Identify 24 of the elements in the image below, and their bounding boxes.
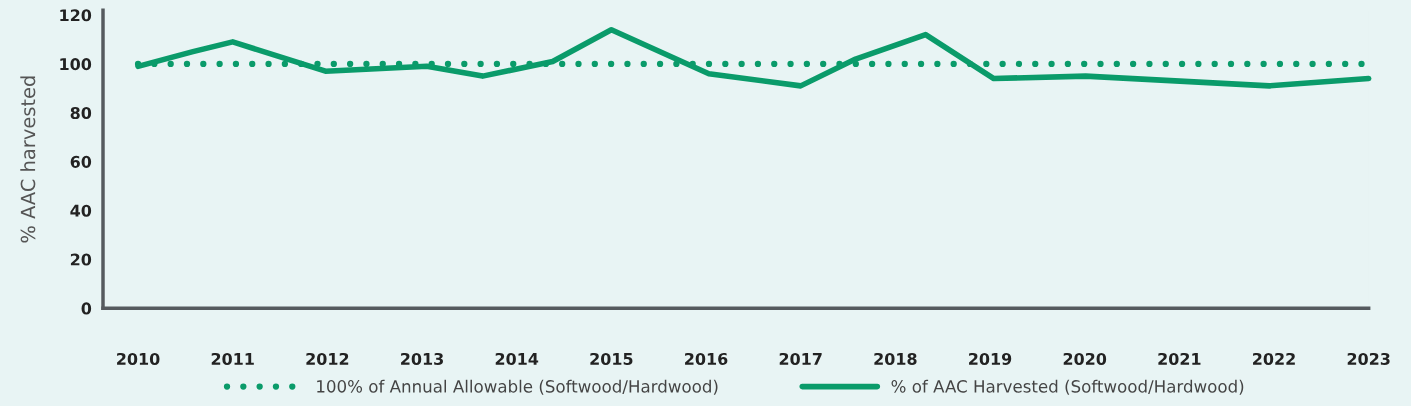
y-tick-label: 0 [81,302,92,315]
y-axis-title: % AAC harvested [20,76,36,243]
y-tick-label: 120 [60,9,92,22]
x-tick-label: 2023 [1347,352,1390,365]
x-tick-label: 2020 [1063,352,1107,365]
y-tick-label: 60 [70,155,92,168]
x-tick-label: 2018 [874,352,917,365]
x-tick-label: 2021 [1158,352,1201,365]
x-tick-label: 2022 [1253,352,1295,365]
y-tick-label: 80 [70,106,92,120]
x-tick-label: 2019 [969,352,1012,365]
x-tick-label: 2016 [685,352,728,365]
x-tick-label: 2012 [306,352,349,365]
x-tick-label: 2011 [211,352,254,365]
x-tick-label: 2013 [401,352,443,365]
y-tick-label: 100 [60,58,92,71]
x-tick-label: 2014 [495,352,539,365]
legend-label: 100% of Annual Allowable (Softwood/Hardwood) [317,379,718,395]
y-tick-label: 40 [70,204,92,217]
legend-label: % of AAC Harvested (Softwood/Hardwood) [891,379,1244,395]
x-tick-label: 2017 [779,352,822,365]
x-tick-label: 2015 [590,352,633,365]
y-tick-label: 20 [70,253,92,266]
x-tick-label: 2010 [117,352,160,365]
